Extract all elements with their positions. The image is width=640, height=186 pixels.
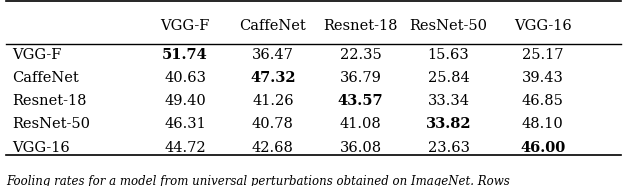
Text: 46.00: 46.00: [520, 141, 565, 155]
Text: 36.47: 36.47: [252, 48, 294, 62]
Text: 51.74: 51.74: [162, 48, 208, 62]
Text: 39.43: 39.43: [522, 71, 564, 85]
Text: 47.32: 47.32: [250, 71, 296, 85]
Text: 44.72: 44.72: [164, 141, 206, 155]
Text: 40.63: 40.63: [164, 71, 206, 85]
Text: 41.26: 41.26: [252, 94, 294, 108]
Text: 41.08: 41.08: [340, 118, 381, 132]
Text: 25.17: 25.17: [522, 48, 563, 62]
Text: Fooling rates for a model from universal perturbations obtained on ImageNet. Row: Fooling rates for a model from universal…: [6, 174, 510, 186]
Text: VGG-16: VGG-16: [13, 141, 70, 155]
Text: 46.31: 46.31: [164, 118, 206, 132]
Text: 25.84: 25.84: [428, 71, 469, 85]
Text: 40.78: 40.78: [252, 118, 294, 132]
Text: 42.68: 42.68: [252, 141, 294, 155]
Text: VGG-F: VGG-F: [161, 20, 210, 33]
Text: CaffeNet: CaffeNet: [239, 20, 307, 33]
Text: 33.82: 33.82: [426, 118, 471, 132]
Text: CaffeNet: CaffeNet: [13, 71, 79, 85]
Text: 23.63: 23.63: [428, 141, 470, 155]
Text: VGG-16: VGG-16: [514, 20, 572, 33]
Text: 36.08: 36.08: [340, 141, 381, 155]
Text: 43.57: 43.57: [338, 94, 383, 108]
Text: 48.10: 48.10: [522, 118, 563, 132]
Text: 33.34: 33.34: [428, 94, 470, 108]
Text: 46.85: 46.85: [522, 94, 564, 108]
Text: ResNet-50: ResNet-50: [13, 118, 90, 132]
Text: ResNet-50: ResNet-50: [410, 20, 488, 33]
Text: 36.79: 36.79: [340, 71, 381, 85]
Text: 15.63: 15.63: [428, 48, 469, 62]
Text: 49.40: 49.40: [164, 94, 206, 108]
Text: VGG-F: VGG-F: [13, 48, 62, 62]
Text: Resnet-18: Resnet-18: [13, 94, 87, 108]
Text: Resnet-18: Resnet-18: [323, 20, 398, 33]
Text: 22.35: 22.35: [340, 48, 381, 62]
